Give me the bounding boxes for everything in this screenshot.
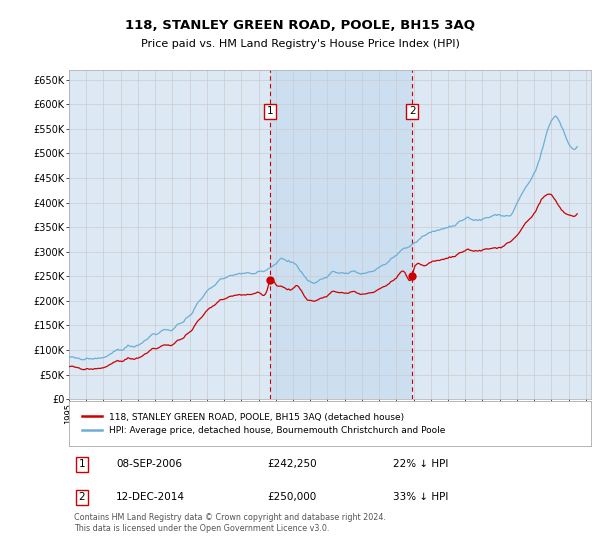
- Text: Contains HM Land Registry data © Crown copyright and database right 2024.
This d: Contains HM Land Registry data © Crown c…: [74, 514, 386, 533]
- Text: 33% ↓ HPI: 33% ↓ HPI: [392, 492, 448, 502]
- Text: £242,250: £242,250: [268, 459, 317, 469]
- Bar: [270, 70, 412, 399]
- Text: £250,000: £250,000: [268, 492, 317, 502]
- Text: 2: 2: [409, 106, 415, 116]
- Text: 22% ↓ HPI: 22% ↓ HPI: [392, 459, 448, 469]
- Legend: 118, STANLEY GREEN ROAD, POOLE, BH15 3AQ (detached house), HPI: Average price, d: 118, STANLEY GREEN ROAD, POOLE, BH15 3AQ…: [79, 409, 449, 438]
- Text: 1: 1: [267, 106, 274, 116]
- Text: 118, STANLEY GREEN ROAD, POOLE, BH15 3AQ: 118, STANLEY GREEN ROAD, POOLE, BH15 3AQ: [125, 18, 475, 32]
- Text: 2: 2: [79, 492, 85, 502]
- Text: 1: 1: [79, 459, 85, 469]
- Text: Price paid vs. HM Land Registry's House Price Index (HPI): Price paid vs. HM Land Registry's House …: [140, 39, 460, 49]
- Text: 12-DEC-2014: 12-DEC-2014: [116, 492, 185, 502]
- Text: 08-SEP-2006: 08-SEP-2006: [116, 459, 182, 469]
